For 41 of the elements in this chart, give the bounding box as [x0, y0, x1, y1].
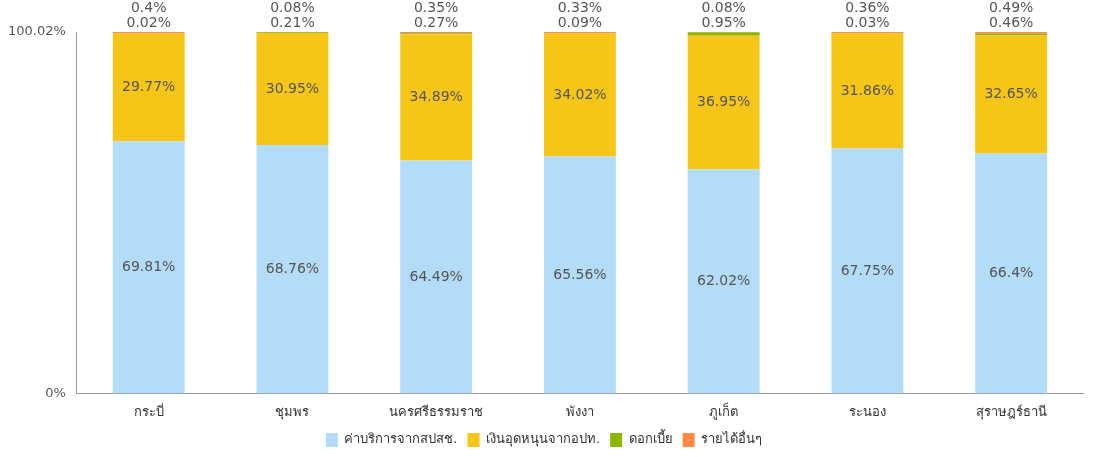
legend-label: เงินอุดหนุนจากอปท.	[486, 431, 601, 448]
data-label: 0.09%	[557, 13, 603, 30]
data-label: 0.95%	[701, 13, 746, 30]
data-label: 0.49%	[988, 0, 1034, 15]
data-label: 69.81%	[122, 257, 176, 274]
data-label: 0.08%	[701, 0, 746, 15]
x-tick-label: ชุมพร	[275, 403, 310, 420]
data-label: 0.02%	[126, 13, 171, 30]
data-label: 32.65%	[984, 85, 1038, 102]
data-label: 31.86%	[840, 81, 895, 98]
data-label: 30.95%	[265, 79, 320, 96]
y-tick-label: 0%	[45, 384, 66, 400]
legend-label: ค่าบริการจากสปสช.	[344, 431, 458, 447]
data-label: 62.02%	[696, 271, 751, 288]
data-label: 0.4%	[130, 0, 167, 15]
data-label: 64.49%	[409, 267, 463, 284]
data-label: 0.33%	[557, 0, 603, 15]
data-label: 0.03%	[845, 13, 890, 30]
x-tick-label: สุราษฎร์ธานี	[975, 403, 1047, 420]
data-label: 67.75%	[840, 261, 895, 278]
data-label: 0.21%	[270, 13, 315, 30]
x-tick-label: พังงา	[565, 403, 594, 419]
data-label: 68.76%	[265, 259, 320, 276]
data-label: 0.36%	[845, 0, 890, 15]
y-tick-label: 100.02%	[8, 23, 66, 39]
data-label: 0.46%	[988, 13, 1034, 30]
x-tick-label: นครศรีธรรมราช	[389, 403, 484, 419]
legend-label: ดอกเบี้ย	[628, 429, 673, 447]
data-label: 29.77%	[122, 78, 176, 95]
x-tick-label: กระบี่	[133, 402, 164, 419]
data-label: 0.27%	[413, 13, 459, 30]
data-label: 34.02%	[553, 85, 607, 102]
data-label: 0.35%	[413, 0, 459, 15]
legend-label: รายได้อื่นๆ	[701, 430, 763, 447]
x-tick-label: ภูเก็ต	[709, 401, 739, 420]
data-label: 36.95%	[696, 93, 751, 110]
x-tick-label: ระนอง	[848, 403, 886, 419]
data-label: 0.08%	[270, 0, 315, 15]
data-label: 66.4%	[988, 264, 1034, 281]
data-label: 65.56%	[553, 265, 607, 282]
data-label: 34.89%	[409, 87, 463, 104]
